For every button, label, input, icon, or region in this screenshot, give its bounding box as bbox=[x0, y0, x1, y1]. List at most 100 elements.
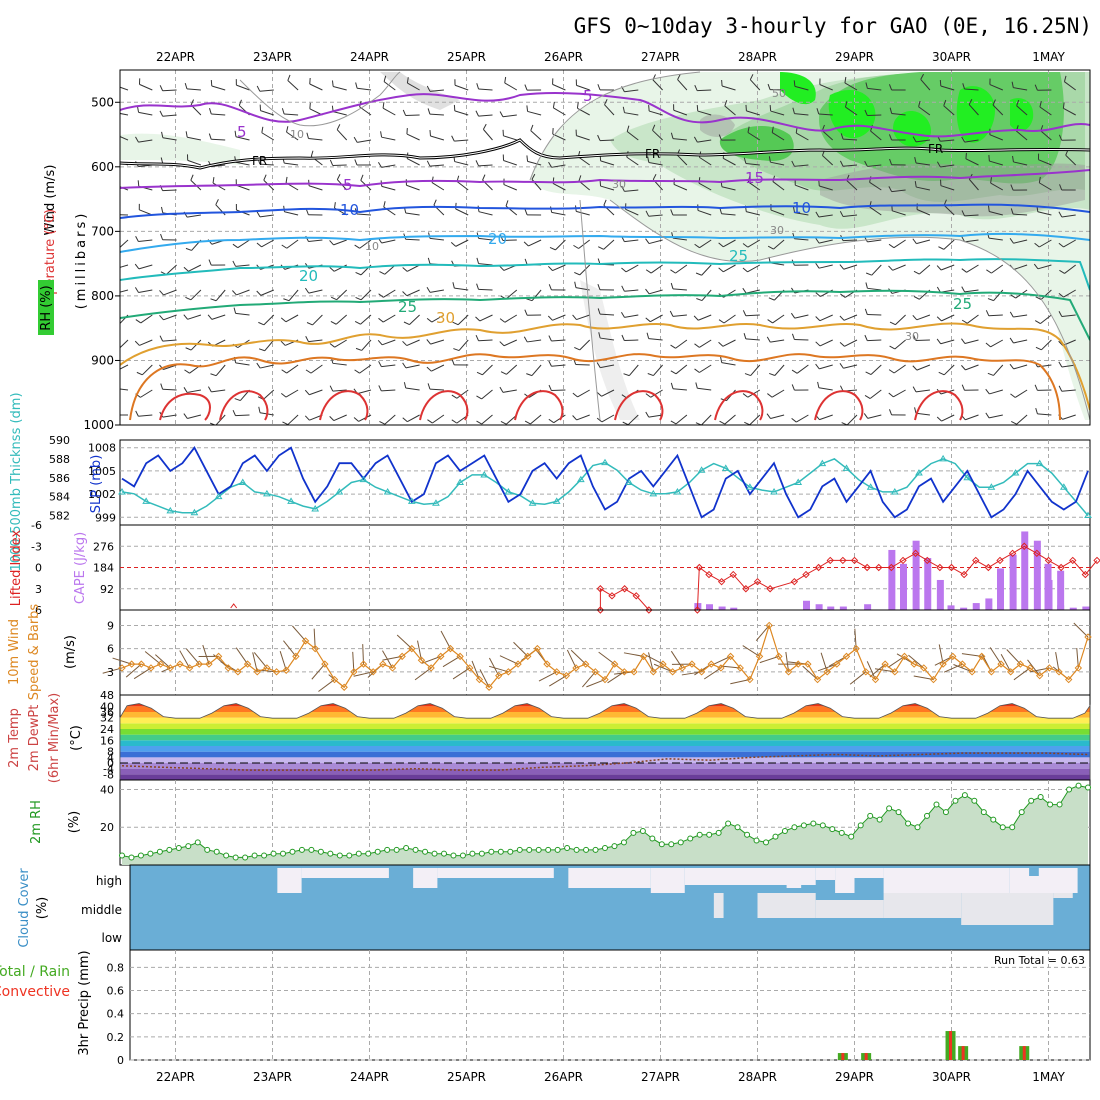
wind-barb bbox=[891, 112, 906, 116]
wind-speed-point bbox=[301, 637, 310, 645]
wind-barb bbox=[965, 158, 979, 166]
wind-barb bbox=[650, 314, 663, 323]
rh-point bbox=[336, 852, 343, 859]
wind-barb bbox=[120, 364, 129, 370]
wind-barb-flag bbox=[305, 369, 312, 374]
wind-barb bbox=[600, 337, 615, 341]
wind-barb bbox=[163, 289, 177, 296]
cloud-gap bbox=[961, 893, 1054, 925]
wind-barb-flag bbox=[531, 173, 536, 180]
rh-point bbox=[280, 850, 286, 857]
wind-barb-flag bbox=[844, 101, 848, 108]
lifted-index-point bbox=[230, 603, 238, 609]
rh-point bbox=[573, 846, 580, 853]
wind-barb-flag bbox=[232, 409, 236, 416]
cloud-gap bbox=[786, 868, 802, 888]
pressure-tick-label: 600 bbox=[91, 160, 114, 174]
top-date-axis: 22APR 23APR 24APR 25APR 26APR 27APR 28APR 29APR… bbox=[156, 50, 1065, 64]
wind-barb-10m bbox=[1029, 667, 1050, 673]
thickness-point bbox=[746, 483, 754, 490]
wind-barb-flag bbox=[547, 265, 553, 271]
wind-barb bbox=[235, 414, 250, 417]
thickness-point bbox=[939, 454, 947, 462]
wind-barb-flag bbox=[936, 161, 941, 168]
wind-barb-flag bbox=[766, 413, 771, 419]
rh-point bbox=[583, 846, 590, 853]
wind-barb bbox=[284, 113, 299, 116]
wind-speed-point bbox=[804, 660, 812, 668]
bottom-date-label: 1MAY bbox=[1032, 1070, 1065, 1084]
wind-barb-flag bbox=[453, 348, 460, 352]
wind-barb bbox=[843, 364, 858, 369]
thickness-point bbox=[118, 487, 126, 495]
wind-barb bbox=[892, 210, 906, 216]
wind-barb bbox=[648, 162, 663, 166]
wind-speed-point bbox=[987, 668, 996, 676]
wind-barb-10m bbox=[623, 652, 644, 657]
wind-barb-flag bbox=[815, 316, 821, 322]
rh-axis-label-2m: 2m RH bbox=[29, 800, 44, 844]
wind-barb bbox=[482, 364, 493, 376]
wind-barb bbox=[162, 137, 177, 141]
wind-barb bbox=[915, 162, 930, 166]
wind-barb bbox=[381, 164, 396, 168]
wind-speed-point bbox=[668, 668, 677, 676]
wind-barb-10m bbox=[953, 664, 973, 673]
top-date-label: 26APR bbox=[544, 50, 583, 64]
wind-barb-flag bbox=[505, 200, 509, 207]
wind-barb bbox=[626, 131, 639, 141]
wind-barb bbox=[842, 138, 858, 141]
wind-barb-flag bbox=[1058, 385, 1063, 392]
wind-speed-point bbox=[601, 675, 609, 684]
wind-barb-10m bbox=[742, 645, 760, 657]
rh-point bbox=[980, 809, 987, 816]
wind-barb-flag bbox=[990, 177, 992, 184]
chart-title: GFS 0~10day 3-hourly for GAO (0E, 16.25N… bbox=[574, 14, 1092, 38]
wind-speed-point bbox=[369, 668, 377, 676]
wind-barb-flag bbox=[354, 369, 360, 374]
wind-barb bbox=[1062, 414, 1076, 420]
wind-barb-flag bbox=[693, 315, 699, 321]
wind-barb bbox=[721, 362, 736, 366]
wind-speed-point bbox=[813, 675, 822, 684]
wind-barb bbox=[965, 364, 979, 371]
dewpoint-line bbox=[121, 752, 1089, 771]
cape-bar bbox=[706, 604, 713, 610]
wind-barb-flag bbox=[647, 373, 654, 377]
wind-barb bbox=[893, 364, 906, 374]
wind-speed-point bbox=[1064, 675, 1073, 684]
cloud-gap bbox=[301, 868, 389, 878]
rh-point bbox=[1085, 784, 1091, 791]
rh-point bbox=[725, 820, 732, 827]
wind-barb-flag bbox=[309, 102, 311, 109]
wind-barb-flag bbox=[523, 241, 529, 247]
wind-barb bbox=[1013, 364, 1028, 370]
wind-barb bbox=[699, 364, 712, 373]
wind-barb bbox=[1061, 214, 1076, 218]
wind-barb-10m bbox=[866, 661, 876, 680]
wind-barb-flag bbox=[403, 321, 410, 326]
cape-bar bbox=[815, 604, 823, 610]
rh-point bbox=[242, 854, 249, 861]
wind-speed-point bbox=[968, 668, 976, 676]
cape-bar bbox=[1033, 540, 1041, 610]
wind-grid bbox=[120, 610, 1090, 695]
lifted-index-point bbox=[899, 556, 907, 565]
wind-barb-flag bbox=[451, 359, 455, 366]
wind-barb-flag bbox=[261, 126, 264, 133]
lifted-index-point bbox=[620, 585, 629, 593]
wind-barb-flag bbox=[304, 389, 310, 396]
wind-barb bbox=[409, 314, 420, 325]
wind-barb bbox=[356, 213, 372, 216]
wind-speed-point bbox=[765, 621, 773, 630]
wind-barb-flag bbox=[1012, 155, 1014, 163]
wind-barb bbox=[722, 157, 736, 166]
wind-speed-point bbox=[581, 660, 590, 668]
wind-axis-title: 10m Wind bbox=[7, 619, 22, 685]
wind-barb bbox=[1016, 130, 1028, 141]
wind-barb bbox=[990, 339, 1004, 348]
wind-speed-point bbox=[659, 660, 667, 668]
lifted-index-point bbox=[850, 556, 859, 565]
wind-barb-flag bbox=[304, 415, 310, 421]
